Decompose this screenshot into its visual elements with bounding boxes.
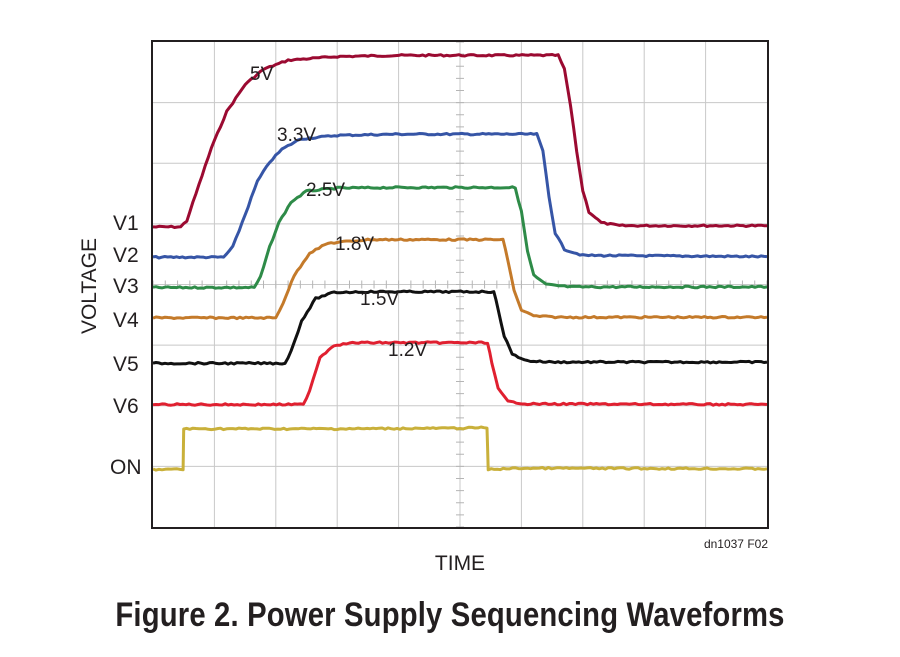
- trace-label-1v5: 1.5V: [360, 289, 399, 310]
- channel-label-v4: V4: [113, 309, 139, 332]
- chart-grid: [152, 41, 768, 528]
- trace-label-2v5: 2.5V: [306, 180, 345, 201]
- channel-label-v1: V1: [113, 212, 139, 235]
- trace-v5: [152, 289, 768, 366]
- figure-caption: Figure 2. Power Supply Sequencing Wavefo…: [115, 596, 785, 634]
- trace-v1: [152, 53, 767, 229]
- waveform-chart: V1 V2 V3 V4 V5 V6 ON 5V 3.3V 2.5V 1.8V 1…: [78, 40, 769, 575]
- channel-label-v6: V6: [113, 395, 139, 418]
- channel-label-v5: V5: [113, 353, 139, 376]
- trace-group: [152, 53, 768, 472]
- trace-v3: [152, 185, 768, 290]
- trace-v6: [152, 340, 768, 407]
- channel-label-on: ON: [110, 456, 142, 479]
- trace-label-1v2: 1.2V: [388, 340, 427, 361]
- trace-v4: [152, 237, 768, 321]
- trace-label-1v8: 1.8V: [335, 234, 374, 255]
- trace-on: [152, 425, 768, 472]
- channel-label-v3: V3: [113, 275, 139, 298]
- figure-code: dn1037 F02: [704, 537, 768, 551]
- y-axis-label: VOLTAGE: [78, 238, 101, 334]
- plot-frame: [151, 40, 769, 529]
- trace-label-5v: 5V: [250, 64, 274, 85]
- channel-label-v2: V2: [113, 244, 139, 267]
- x-axis-label: TIME: [435, 552, 485, 575]
- trace-v2: [152, 131, 768, 260]
- trace-label-3v3: 3.3V: [277, 125, 316, 146]
